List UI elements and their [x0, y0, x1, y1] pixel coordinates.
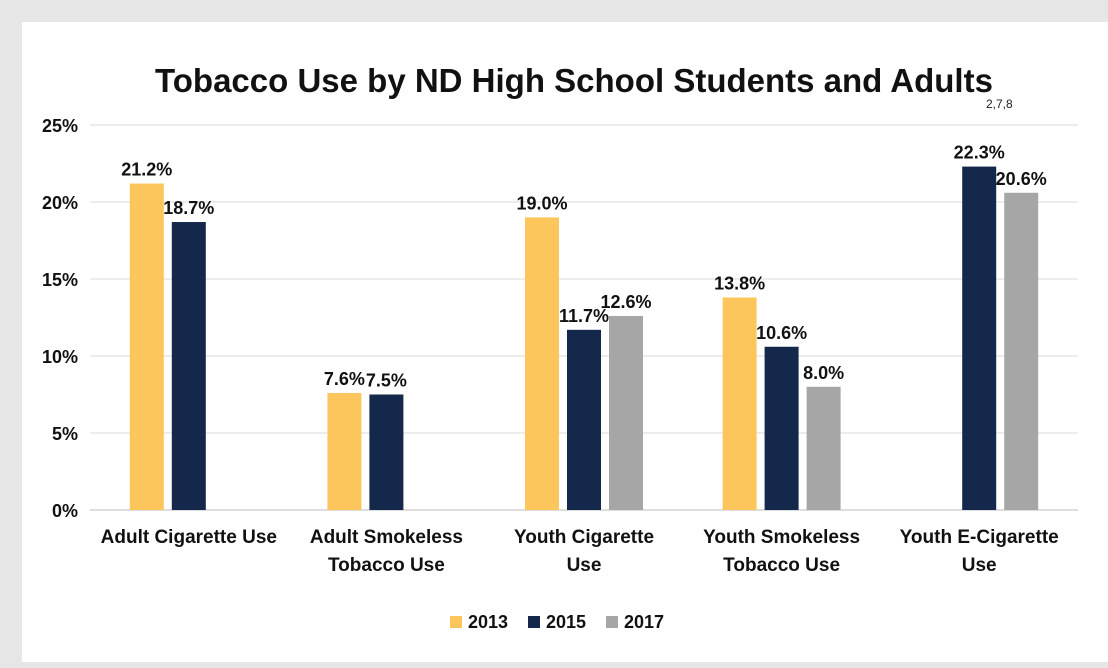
- data-label: 19.0%: [516, 193, 567, 213]
- bar-chart: Tobacco Use by ND High School Students a…: [42, 62, 1078, 632]
- bar-2015: [171, 222, 206, 510]
- bar-2013: [722, 297, 757, 510]
- data-label: 12.6%: [600, 292, 651, 312]
- category-label: Tobacco Use: [328, 555, 445, 576]
- legend-swatch-2015: [528, 616, 540, 628]
- chart-title: Tobacco Use by ND High School Students a…: [155, 62, 993, 99]
- category-label: Youth Smokeless: [703, 527, 860, 548]
- category-label: Use: [962, 555, 997, 576]
- legend-swatch-2017: [606, 616, 618, 628]
- y-axis-ticks: 0% 5% 10% 15% 20% 25%: [42, 116, 78, 521]
- bars: [129, 166, 1039, 510]
- bar-2017: [806, 386, 841, 510]
- title-superscript: 2,7,8: [986, 97, 1013, 111]
- y-tick-label: 20%: [42, 193, 78, 213]
- category-label: Tobacco Use: [723, 555, 840, 576]
- data-labels: 21.2% 18.7% 7.6% 7.5% 19.0% 11.7%12.6% 13.8% 10…: [121, 143, 1046, 391]
- bar-2015: [962, 166, 997, 510]
- category-label: Youth Cigarette: [514, 527, 654, 548]
- data-label: 11.7%: [559, 306, 609, 326]
- bar-2013: [129, 183, 164, 510]
- legend-label: 2015: [546, 612, 586, 632]
- bar-2015: [369, 394, 404, 510]
- data-label: 7.5%: [366, 371, 407, 391]
- bar-2013: [327, 392, 362, 510]
- data-label: 13.8%: [714, 273, 765, 293]
- bar-2015: [764, 346, 799, 510]
- legend-swatch-2013: [450, 616, 462, 628]
- data-label: 8.0%: [803, 363, 844, 383]
- bar-2013: [525, 217, 559, 510]
- bar-2017: [609, 315, 643, 510]
- category-label: Use: [567, 555, 602, 576]
- y-tick-label: 15%: [42, 270, 78, 290]
- bar-2017: [1004, 192, 1039, 510]
- legend: 2013 2015 2017: [450, 612, 664, 632]
- category-label: Adult Smokeless: [310, 527, 463, 548]
- legend-label: 2017: [624, 612, 664, 632]
- data-label: 22.3%: [954, 143, 1005, 163]
- y-tick-label: 10%: [42, 347, 78, 367]
- y-tick-label: 0%: [52, 501, 78, 521]
- data-label: 10.6%: [756, 323, 807, 343]
- data-label: 7.6%: [324, 369, 365, 389]
- chart-card: Tobacco Use by ND High School Students a…: [22, 22, 1108, 662]
- bar-2015: [567, 329, 601, 510]
- data-label: 21.2%: [121, 160, 172, 180]
- legend-label: 2013: [468, 612, 508, 632]
- y-tick-label: 25%: [42, 116, 78, 136]
- category-label: Adult Cigarette Use: [101, 527, 277, 548]
- category-label: Youth E-Cigarette: [900, 527, 1059, 548]
- data-label: 20.6%: [996, 169, 1047, 189]
- x-axis-categories: Adult Cigarette Use Adult Smokeless Tobacc…: [101, 527, 1059, 576]
- y-tick-label: 5%: [52, 424, 78, 444]
- data-label: 18.7%: [163, 198, 214, 218]
